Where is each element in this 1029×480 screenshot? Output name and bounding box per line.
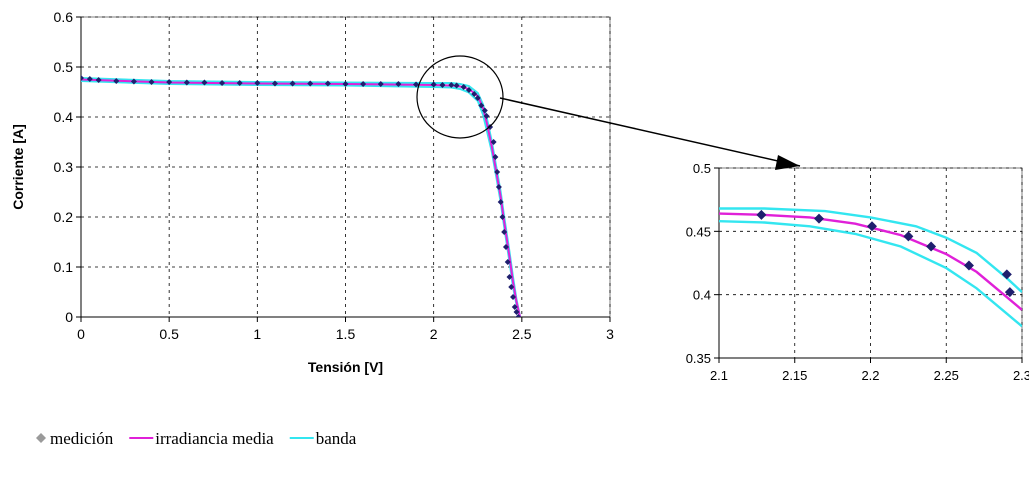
x-tick-label: 3 — [606, 326, 614, 342]
x-tick-label: 1 — [253, 326, 261, 342]
data-point-medicion — [867, 221, 878, 232]
data-point-medicion — [756, 209, 767, 220]
data-point-medicion — [95, 77, 102, 83]
data-point-medicion — [504, 259, 511, 265]
data-point-medicion — [497, 199, 504, 205]
y-tick-label: 0.3 — [54, 159, 74, 175]
data-point-medicion — [307, 80, 314, 87]
x-tick-label: 2.15 — [782, 368, 807, 383]
legend-label: banda — [316, 429, 357, 448]
data-point-medicion — [502, 244, 509, 250]
data-point-medicion — [474, 95, 481, 101]
series-line-banda — [719, 220, 1022, 328]
plot-area — [718, 167, 1023, 359]
legend: medición irradiancia media banda — [36, 429, 357, 448]
x-tick-label: 2.25 — [934, 368, 959, 383]
data-point-medicion — [377, 81, 384, 87]
x-tick-label: 2.5 — [512, 326, 532, 342]
y-tick-label: 0.1 — [54, 259, 74, 275]
data-point-medicion — [465, 87, 472, 93]
legend-marker-icon — [36, 433, 46, 443]
data-point-medicion — [448, 82, 455, 88]
y-tick-label: 0.45 — [686, 224, 711, 239]
data-point-medicion — [430, 81, 437, 88]
y-tick-label: 0.4 — [693, 288, 711, 303]
data-point-medicion — [513, 309, 520, 315]
x-axis-title: Tensión [V] — [308, 359, 383, 375]
data-point-medicion — [289, 80, 296, 87]
data-point-medicion — [492, 154, 499, 160]
x-tick-label: 2.3 — [1013, 368, 1029, 383]
data-point-medicion — [490, 139, 497, 145]
x-tick-label: 0 — [77, 326, 85, 342]
data-point-medicion — [508, 284, 515, 290]
data-point-medicion — [926, 241, 937, 252]
data-point-medicion — [963, 260, 974, 271]
data-point-medicion — [1004, 287, 1015, 298]
series-line-banda — [719, 207, 1022, 293]
data-point-medicion — [254, 80, 261, 86]
data-point-medicion — [494, 169, 501, 175]
zoom-arrow — [499, 97, 801, 167]
data-point-medicion — [113, 78, 120, 84]
zoom-inset-chart: 2.1 2.15 2.2 2.25 2.3 0.35 0.4 0.45 0.5 — [686, 161, 1029, 383]
data-point-medicion — [903, 231, 914, 242]
data-point-medicion — [813, 213, 824, 224]
data-point-medicion — [342, 81, 349, 87]
legend-label: irradiancia media — [155, 429, 274, 448]
y-tick-label: 0.4 — [54, 109, 74, 125]
data-point-medicion — [460, 84, 467, 90]
data-point-medicion — [1001, 269, 1012, 280]
data-point-medicion — [483, 113, 490, 119]
data-point-medicion — [86, 76, 93, 82]
y-tick-label: 0.5 — [54, 59, 74, 75]
data-point-medicion — [130, 78, 137, 85]
data-point-medicion — [495, 184, 502, 190]
legend-label: medición — [50, 429, 114, 448]
data-point-medicion — [413, 81, 420, 88]
data-point-medicion — [511, 304, 518, 310]
data-point-medicion — [236, 80, 243, 86]
x-tick-label: 1.5 — [336, 326, 356, 342]
data-point-medicion — [271, 80, 278, 87]
data-point-medicion — [183, 79, 190, 86]
data-point-medicion — [501, 229, 508, 235]
data-point-medicion — [506, 274, 513, 280]
data-point-medicion — [515, 314, 522, 317]
data-point-medicion — [471, 91, 478, 97]
zoom-circle — [416, 55, 504, 139]
data-point-medicion — [166, 79, 173, 85]
y-axis-title: Corriente [A] — [10, 124, 26, 210]
series-line-irradiancia-media — [719, 212, 1022, 311]
y-tick-label: 0.5 — [693, 161, 711, 176]
data-point-medicion — [510, 294, 517, 300]
data-point-medicion — [478, 102, 485, 109]
data-point-medicion — [360, 81, 367, 87]
data-point-medicion — [324, 80, 331, 87]
x-tick-label: 2.1 — [710, 368, 728, 383]
data-point-medicion — [148, 79, 155, 85]
zoom-arrowhead — [775, 155, 800, 170]
data-point-medicion — [395, 81, 402, 87]
zoom-annotation — [416, 55, 801, 170]
main-chart: 0 0.5 1 1.5 2 2.5 3 0 0.1 0.2 0.3 0.4 0.5 0.6 Tensión … — [10, 9, 614, 375]
y-tick-label: 0 — [65, 309, 73, 325]
x-tick-label: 0.5 — [159, 326, 179, 342]
data-point-medicion — [219, 80, 226, 86]
y-tick-label: 0.6 — [54, 9, 74, 25]
data-point-medicion — [481, 107, 488, 114]
y-tick-label: 0.2 — [54, 209, 74, 225]
x-tick-label: 2.2 — [861, 368, 879, 383]
data-point-medicion — [453, 82, 460, 89]
x-tick-label: 2 — [430, 326, 438, 342]
y-tick-label: 0.35 — [686, 351, 711, 366]
data-point-medicion — [499, 214, 506, 220]
data-point-medicion — [439, 82, 446, 88]
data-point-medicion — [81, 75, 84, 81]
data-point-medicion — [201, 79, 208, 86]
